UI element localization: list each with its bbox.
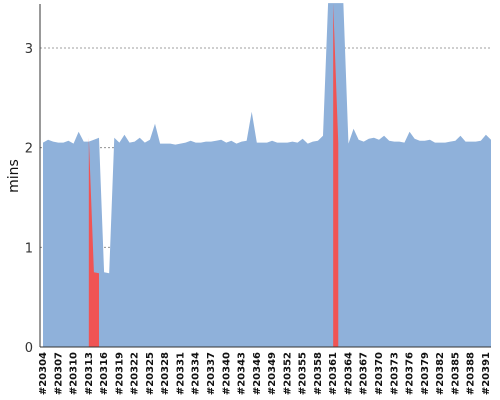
x-tick-label: #20331: [175, 352, 186, 395]
x-tick-label: #20382: [435, 352, 446, 395]
x-tick-label: #20313: [84, 352, 95, 395]
x-tick-label: #20379: [420, 352, 431, 395]
x-tick-label: #20388: [466, 352, 477, 395]
x-tick-label: #20337: [206, 352, 217, 395]
x-tick-label: #20352: [282, 352, 293, 395]
x-tick-label: #20307: [53, 352, 64, 395]
x-tick-label: #20346: [252, 352, 263, 395]
x-tick-label: #20391: [481, 352, 492, 395]
x-tick-label: #20310: [69, 352, 80, 395]
highlight-bars: [88, 3, 339, 348]
highlight-segment: [333, 3, 339, 348]
x-tick-label: #20304: [38, 352, 49, 395]
x-tick-labels: #20304 #20307 #20310 #20313 #20316 #20319 #203…: [38, 352, 492, 395]
axes: [39, 4, 491, 348]
highlight-segment: [88, 137, 99, 347]
y-tick-label: 1: [25, 241, 33, 256]
x-tick-label: #20319: [114, 352, 125, 395]
x-tick-label: #20334: [191, 352, 202, 395]
y-tick-label: 3: [25, 42, 33, 57]
x-tick-label: #20376: [405, 352, 416, 395]
x-tick-label: #20370: [374, 352, 385, 395]
x-tick-label: #20361: [328, 352, 339, 395]
x-tick-label: #20358: [313, 352, 324, 395]
x-tick-label: #20367: [359, 352, 370, 395]
x-tick-label: #20325: [145, 352, 156, 395]
x-tick-label: #20364: [343, 352, 354, 395]
y-tick-label: 0: [25, 341, 33, 356]
y-tick-labels: 0 1 2 3: [25, 42, 33, 356]
x-tick-label: #20322: [130, 352, 141, 395]
x-tick-label: #20349: [267, 352, 278, 395]
series-area-path: [43, 3, 491, 348]
y-axis-title: mins: [6, 159, 22, 193]
x-tick-label: #20343: [237, 352, 248, 395]
x-tick-label: #20328: [160, 352, 171, 395]
x-tick-label: #20385: [450, 352, 461, 395]
x-tick-label: #20373: [389, 352, 400, 395]
x-tick-label: #20340: [221, 352, 232, 395]
x-tick-label: #20355: [298, 352, 309, 395]
y-tick-label: 2: [25, 142, 33, 157]
series-area: [43, 3, 491, 348]
x-tick-label: #20316: [99, 352, 110, 395]
